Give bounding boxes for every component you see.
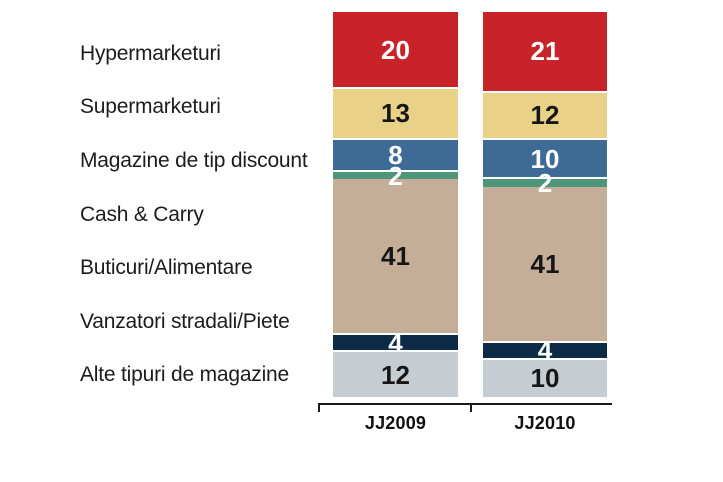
segment-buticuri-alimentare-jj2009: 41 — [333, 179, 458, 333]
segment-supermarketuri-jj2009: 13 — [333, 87, 458, 138]
category-label-text: Cash & Carry — [80, 202, 204, 226]
axis-tick-left — [318, 405, 320, 412]
segment-magazine-discount-jj2009: 8 — [333, 137, 458, 170]
category-label-cash-and-carry: Cash & Carry — [80, 188, 325, 242]
segment-hypermarketuri-jj2009: 20 — [333, 12, 458, 87]
category-label-magazine-discount: Magazine de tip discount — [80, 134, 325, 188]
x-axis-line — [318, 403, 612, 412]
segment-buticuri-alimentare-jj2010: 41 — [483, 186, 607, 341]
bar-jj2010: 21 12 10 2 41 4 10 — [483, 12, 607, 397]
category-label-text: Magazine de tip discount — [80, 148, 308, 172]
category-label-text: Alte tipuri de magazine — [80, 363, 290, 387]
category-label-text: Supermarketuri — [80, 95, 221, 119]
segment-cash-and-carry-jj2009: 2 — [333, 163, 458, 189]
axis-tick-middle — [470, 405, 472, 412]
segment-magazine-discount-jj2010: 10 — [483, 137, 607, 178]
segment-hypermarketuri-jj2010: 21 — [483, 12, 607, 91]
category-label-buticuri-alimentare: Buticuri/Alimentare — [80, 241, 325, 295]
segment-vanzatori-stradali-jj2010: 4 — [483, 337, 607, 363]
category-label-text: Vanzatori stradali/Piete — [80, 309, 290, 333]
bar-jj2009: 20 13 8 2 41 4 12 — [333, 12, 458, 397]
category-label-hypermarketuri: Hypermarketuri — [80, 27, 325, 81]
category-label-text: Hypermarketuri — [80, 41, 221, 65]
segment-vanzatori-stradali-jj2009: 4 — [333, 330, 458, 356]
segment-cash-and-carry-jj2010: 2 — [483, 170, 607, 196]
category-labels: Hypermarketuri Supermarketuri Magazine d… — [80, 27, 325, 402]
category-label-text: Buticuri/Alimentare — [80, 256, 253, 280]
segment-alte-tipuri-jj2009: 12 — [333, 350, 458, 397]
category-label-vanzatori-stradali: Vanzatori stradali/Piete — [80, 295, 325, 349]
segment-supermarketuri-jj2010: 12 — [483, 90, 607, 138]
category-label-supermarketuri: Supermarketuri — [80, 81, 325, 135]
category-label-alte-tipuri: Alte tipuri de magazine — [80, 348, 325, 402]
segment-alte-tipuri-jj2010: 10 — [483, 357, 607, 397]
x-axis-label-jj2010: JJ2010 — [514, 413, 576, 433]
x-axis-label-jj2009: JJ2009 — [364, 413, 427, 433]
